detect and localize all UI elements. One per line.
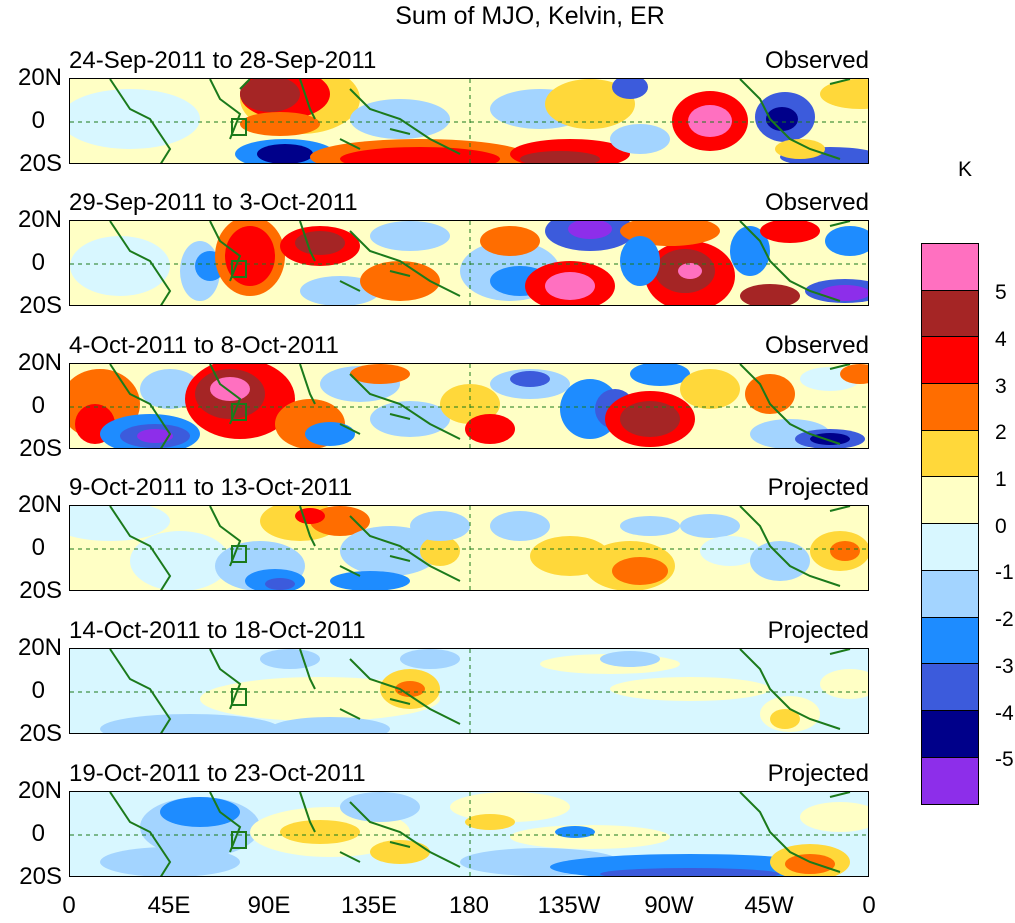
lon-label: 90W	[644, 892, 694, 919]
map-panel-1: 24-Sep-2011 to 28-Sep-2011 Observed	[69, 47, 869, 164]
map-panel-5: 14-Oct-2011 to 18-Oct-2011 Projected	[69, 617, 869, 734]
map-panel-2: 29-Sep-2011 to 3-Oct-2011 Observed	[69, 189, 869, 306]
lat-label-20s: 20S	[19, 863, 62, 890]
anomaly-map	[69, 648, 869, 734]
colorbar-unit-label: K	[958, 158, 973, 181]
colorbar-tick-label: -1	[995, 561, 1014, 584]
colorbar-swatch	[922, 337, 978, 385]
panel-status: Projected	[767, 617, 869, 644]
colorbar-tick-label: 1	[995, 468, 1007, 491]
colorbar-tick-label: -5	[995, 748, 1014, 771]
colorbar-swatch	[922, 524, 978, 571]
panel-date-range: 9-Oct-2011 to 13-Oct-2011	[69, 474, 353, 501]
panel-date-range: 14-Oct-2011 to 18-Oct-2011	[69, 617, 366, 644]
colorbar-swatch	[922, 757, 978, 805]
anomaly-map	[69, 505, 869, 591]
colorbar-tick-label: 3	[995, 375, 1007, 398]
colorbar-tick-label: -2	[995, 608, 1014, 631]
panel-date-range: 24-Sep-2011 to 28-Sep-2011	[69, 47, 377, 74]
panel-status: Observed	[764, 332, 869, 359]
colorbar-tick-label: -3	[995, 655, 1014, 678]
panel-date-range: 19-Oct-2011 to 23-Oct-2011	[69, 760, 366, 787]
lat-label-0: 0	[31, 677, 45, 704]
lon-label: 45E	[147, 892, 191, 919]
lat-label-20n: 20N	[17, 349, 62, 376]
colorbar-swatch	[922, 477, 978, 525]
colorbar-tick-label: -4	[995, 702, 1014, 725]
colorbar-swatch	[922, 290, 978, 338]
colorbar-swatch	[922, 570, 978, 618]
lon-label: 135E	[340, 892, 398, 919]
lat-label-20s: 20S	[19, 150, 62, 177]
lon-label: 0	[62, 892, 76, 919]
lon-label: 45W	[744, 892, 794, 919]
anomaly-map	[69, 363, 869, 449]
lat-label-20s: 20S	[19, 435, 62, 462]
panel-status: Observed	[764, 189, 869, 216]
figure-title: Sum of MJO, Kelvin, ER	[395, 2, 665, 30]
colorbar-swatch	[922, 617, 978, 665]
panel-date-range: 4-Oct-2011 to 8-Oct-2011	[69, 332, 339, 359]
lon-label: 135W	[537, 892, 601, 919]
lat-label-0: 0	[31, 107, 45, 134]
colorbar-swatch	[922, 430, 978, 478]
anomaly-map	[69, 78, 869, 164]
lat-label-0: 0	[31, 534, 45, 561]
lon-label: 0	[862, 892, 876, 919]
lat-label-20n: 20N	[17, 634, 62, 661]
lat-label-20n: 20N	[17, 777, 62, 804]
lat-label-20n: 20N	[17, 64, 62, 91]
lat-label-0: 0	[31, 249, 45, 276]
map-panel-3: 4-Oct-2011 to 8-Oct-2011 Observed	[69, 332, 869, 449]
panel-status: Projected	[767, 474, 869, 501]
panel-date-range: 29-Sep-2011 to 3-Oct-2011	[69, 189, 358, 216]
panel-status: Observed	[764, 47, 869, 74]
map-panel-6: 19-Oct-2011 to 23-Oct-2011 Projected	[69, 760, 869, 877]
lat-label-0: 0	[31, 820, 45, 847]
lon-label: 90E	[247, 892, 291, 919]
colorbar-swatch	[922, 244, 978, 291]
lat-label-20s: 20S	[19, 720, 62, 747]
lat-label-20s: 20S	[19, 292, 62, 319]
colorbar-tick-label: 5	[995, 281, 1007, 304]
lat-label-20n: 20N	[17, 206, 62, 233]
lat-label-20s: 20S	[19, 577, 62, 604]
colorbar	[921, 243, 979, 806]
colorbar-tick-label: 2	[995, 421, 1007, 444]
anomaly-map	[69, 220, 869, 306]
lon-label: 180	[448, 892, 490, 919]
panel-status: Projected	[767, 760, 869, 787]
map-panel-4: 9-Oct-2011 to 13-Oct-2011 Projected	[69, 474, 869, 591]
lat-label-20n: 20N	[17, 491, 62, 518]
colorbar-tick-label: 0	[995, 515, 1007, 538]
colorbar-tick-label: 4	[995, 328, 1007, 351]
colorbar-swatch	[922, 664, 978, 711]
colorbar-swatch	[922, 710, 978, 758]
colorbar-swatch	[922, 384, 978, 431]
lat-label-0: 0	[31, 392, 45, 419]
anomaly-map	[69, 791, 869, 877]
